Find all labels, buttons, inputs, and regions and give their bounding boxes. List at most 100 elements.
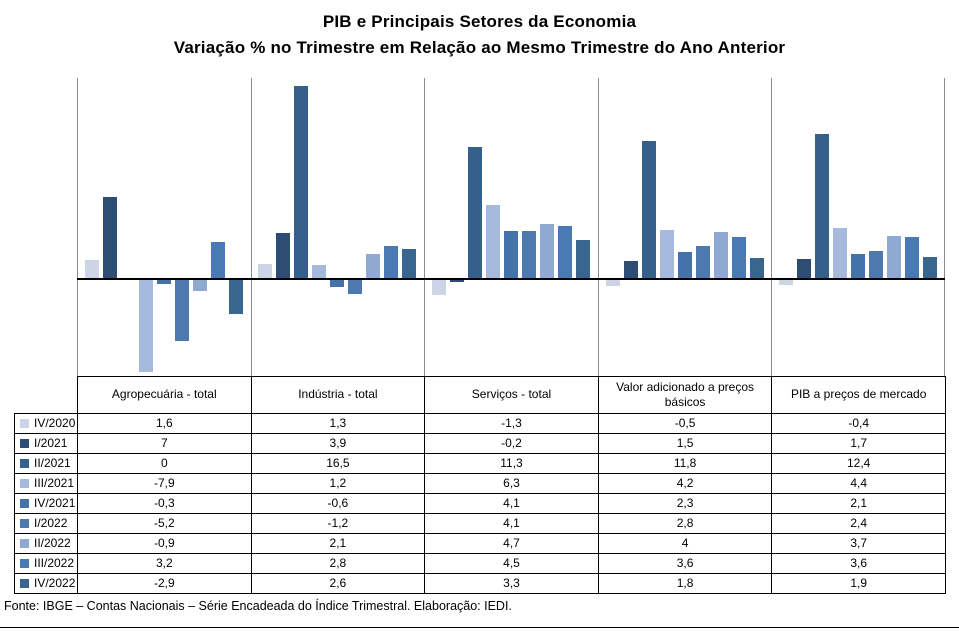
bar-I-2022-cat5 — [869, 250, 883, 279]
value-cell: -0,5 — [597, 412, 773, 434]
value-cell: -1,3 — [424, 412, 599, 434]
table-row: I/2021 7 3,9 -0,2 1,5 1,7 — [14, 432, 946, 454]
value-cell: 6,3 — [424, 472, 599, 494]
series-label: III/2022 — [34, 556, 75, 571]
legend-cell: IV/2022 — [14, 572, 78, 594]
value-cell: 1,2 — [250, 472, 426, 494]
table-row: III/2022 3,2 2,8 4,5 3,6 3,6 — [14, 552, 946, 574]
series-marker-icon — [20, 499, 29, 509]
value-cell: 3,9 — [250, 432, 426, 454]
value-cell: 3,3 — [424, 572, 599, 594]
table-row: IV/2021 -0,3 -0,6 4,1 2,3 2,1 — [14, 492, 946, 514]
bar-III-2022-cat3 — [558, 225, 572, 279]
bar-III-2022-cat4 — [732, 236, 746, 279]
series-marker-icon — [20, 439, 29, 449]
bar-IV-2022-cat1 — [229, 279, 243, 314]
value-cell: 7 — [77, 432, 252, 454]
series-label: IV/2022 — [34, 576, 76, 591]
bar-III-2021-cat4 — [660, 229, 674, 279]
bar-III-2021-cat2 — [312, 264, 326, 279]
zero-axis-line — [77, 277, 945, 280]
legend-cell: IV/2020 — [14, 412, 78, 434]
column-header: Agropecuária - total — [77, 375, 252, 414]
value-cell: 3,7 — [771, 532, 946, 554]
column-header: Serviços - total — [424, 375, 599, 414]
column-header: PIB a preços de mercado — [771, 375, 946, 414]
bar-II-2022-cat1 — [193, 279, 207, 291]
value-cell: -5,2 — [77, 512, 252, 534]
panel-divider — [251, 77, 252, 376]
series-label: I/2022 — [34, 516, 68, 531]
bar-IV-2022-cat2 — [402, 248, 416, 279]
source-note: Fonte: IBGE – Contas Nacionais – Série E… — [4, 598, 512, 613]
bar-chart-plot-area — [77, 77, 945, 376]
bar-II-2021-cat4 — [642, 140, 656, 279]
value-cell: 4,2 — [597, 472, 773, 494]
value-cell: -0,3 — [77, 492, 252, 514]
series-label: II/2022 — [34, 536, 71, 551]
value-cell: 4,5 — [424, 552, 599, 574]
bar-III-2022-cat2 — [384, 245, 398, 279]
bar-I-2022-cat3 — [522, 230, 536, 279]
table-row: IV/2020 1,6 1,3 -1,3 -0,5 -0,4 — [14, 412, 946, 434]
bar-I-2022-cat4 — [696, 245, 710, 279]
series-marker-icon — [20, 479, 29, 489]
table-corner-blank-cell — [14, 376, 78, 414]
bar-II-2022-cat2 — [366, 253, 380, 279]
bar-II-2021-cat5 — [815, 133, 829, 279]
value-cell: 1,3 — [250, 412, 426, 434]
value-cell: 1,8 — [597, 572, 773, 594]
value-cell: 2,6 — [250, 572, 426, 594]
panel-divider — [598, 77, 599, 376]
value-cell: 4,4 — [771, 472, 946, 494]
legend-cell: II/2022 — [14, 532, 78, 554]
bar-IV-2020-cat1 — [85, 259, 99, 279]
bar-IV-2022-cat3 — [576, 239, 590, 279]
value-cell: 1,5 — [597, 432, 773, 454]
table-row: I/2022 -5,2 -1,2 4,1 2,8 2,4 — [14, 512, 946, 534]
bar-III-2021-cat5 — [833, 227, 847, 279]
panel-divider — [944, 77, 945, 376]
value-cell: 11,3 — [424, 452, 599, 474]
value-cell: 11,8 — [597, 452, 773, 474]
legend-cell: III/2022 — [14, 552, 78, 574]
bar-IV-2021-cat1 — [157, 279, 171, 284]
value-cell: -1,2 — [250, 512, 426, 534]
bar-II-2022-cat3 — [540, 223, 554, 279]
bar-IV-2020-cat4 — [606, 279, 620, 286]
series-marker-icon — [20, 559, 29, 569]
value-cell: 12,4 — [771, 452, 946, 474]
bar-IV-2021-cat2 — [330, 279, 344, 287]
series-marker-icon — [20, 419, 29, 429]
value-cell: 16,5 — [250, 452, 426, 474]
value-cell: 2,4 — [771, 512, 946, 534]
value-cell: -2,9 — [77, 572, 252, 594]
value-cell: 4 — [597, 532, 773, 554]
bar-I-2021-cat5 — [797, 258, 811, 279]
chart-title-line1: PIB e Principais Setores da Economia — [322, 12, 637, 31]
column-header: Valor adicionado a preços básicos — [597, 375, 773, 414]
value-cell: 2,8 — [250, 552, 426, 574]
value-cell: 1,6 — [77, 412, 252, 434]
value-cell: 4,7 — [424, 532, 599, 554]
panel-divider — [77, 77, 78, 376]
series-label: I/2021 — [34, 436, 68, 451]
bar-III-2021-cat1 — [139, 279, 153, 372]
value-cell: -0,2 — [424, 432, 599, 454]
series-label: IV/2021 — [34, 496, 76, 511]
series-marker-icon — [20, 519, 29, 529]
value-cell: 3,2 — [77, 552, 252, 574]
series-label: III/2021 — [34, 476, 75, 491]
series-label: II/2021 — [34, 456, 71, 471]
bar-I-2021-cat2 — [276, 232, 290, 279]
value-cell: 4,1 — [424, 492, 599, 514]
value-cell: 3,6 — [597, 552, 773, 574]
bar-IV-2020-cat5 — [779, 279, 793, 285]
value-cell: -0,6 — [250, 492, 426, 514]
series-label: IV/2020 — [34, 416, 76, 431]
panel-divider — [771, 77, 772, 376]
bar-I-2022-cat1 — [175, 279, 189, 341]
value-cell: -7,9 — [77, 472, 252, 494]
value-cell: 3,6 — [771, 552, 946, 574]
bar-IV-2022-cat4 — [750, 257, 764, 279]
